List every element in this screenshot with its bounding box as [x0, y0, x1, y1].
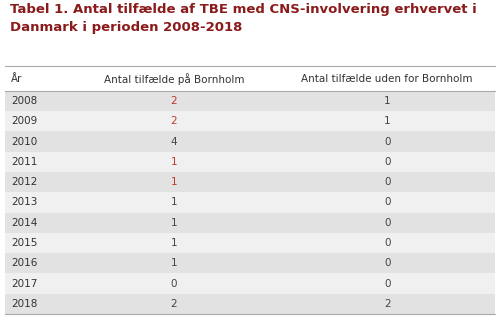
- Bar: [5, 152, 495, 172]
- Text: 1: 1: [170, 218, 177, 228]
- Text: 0: 0: [384, 137, 390, 147]
- Bar: [5, 172, 495, 192]
- Text: Antal tilfælde på Bornholm: Antal tilfælde på Bornholm: [104, 73, 244, 85]
- Bar: [5, 192, 495, 213]
- Text: 2: 2: [170, 116, 177, 126]
- Bar: [5, 294, 495, 314]
- Bar: [5, 68, 495, 91]
- Text: 2009: 2009: [11, 116, 37, 126]
- Text: 1: 1: [170, 157, 177, 167]
- Text: 2011: 2011: [11, 157, 38, 167]
- Text: År: År: [11, 74, 22, 84]
- Bar: [5, 213, 495, 233]
- Text: 2008: 2008: [11, 96, 37, 106]
- Bar: [5, 233, 495, 253]
- Text: 2013: 2013: [11, 197, 38, 207]
- Text: 0: 0: [384, 177, 390, 187]
- Text: 0: 0: [384, 238, 390, 248]
- Text: 1: 1: [384, 96, 390, 106]
- Bar: [5, 91, 495, 111]
- Text: 2010: 2010: [11, 137, 37, 147]
- Text: 2: 2: [170, 299, 177, 309]
- Text: 2015: 2015: [11, 238, 38, 248]
- Text: 2014: 2014: [11, 218, 38, 228]
- Text: 1: 1: [170, 258, 177, 268]
- Text: 0: 0: [384, 157, 390, 167]
- Text: 2016: 2016: [11, 258, 38, 268]
- Text: 0: 0: [384, 258, 390, 268]
- Text: 2012: 2012: [11, 177, 38, 187]
- Text: 0: 0: [384, 279, 390, 289]
- Text: 1: 1: [170, 197, 177, 207]
- Text: 2: 2: [170, 96, 177, 106]
- Bar: [5, 111, 495, 131]
- Text: 2017: 2017: [11, 279, 38, 289]
- Bar: [5, 131, 495, 152]
- Text: 1: 1: [170, 238, 177, 248]
- Text: Antal tilfælde uden for Bornholm: Antal tilfælde uden for Bornholm: [302, 74, 473, 84]
- Bar: [5, 273, 495, 294]
- Bar: [5, 253, 495, 273]
- Text: 0: 0: [171, 279, 177, 289]
- Text: 0: 0: [384, 197, 390, 207]
- Text: 4: 4: [170, 137, 177, 147]
- Text: 1: 1: [384, 116, 390, 126]
- Text: 0: 0: [384, 218, 390, 228]
- Text: 2018: 2018: [11, 299, 38, 309]
- Text: 1: 1: [170, 177, 177, 187]
- Text: Tabel 1. Antal tilfælde af TBE med CNS-involvering erhvervet i
Danmark i periode: Tabel 1. Antal tilfælde af TBE med CNS-i…: [10, 3, 477, 34]
- Text: 2: 2: [384, 299, 390, 309]
